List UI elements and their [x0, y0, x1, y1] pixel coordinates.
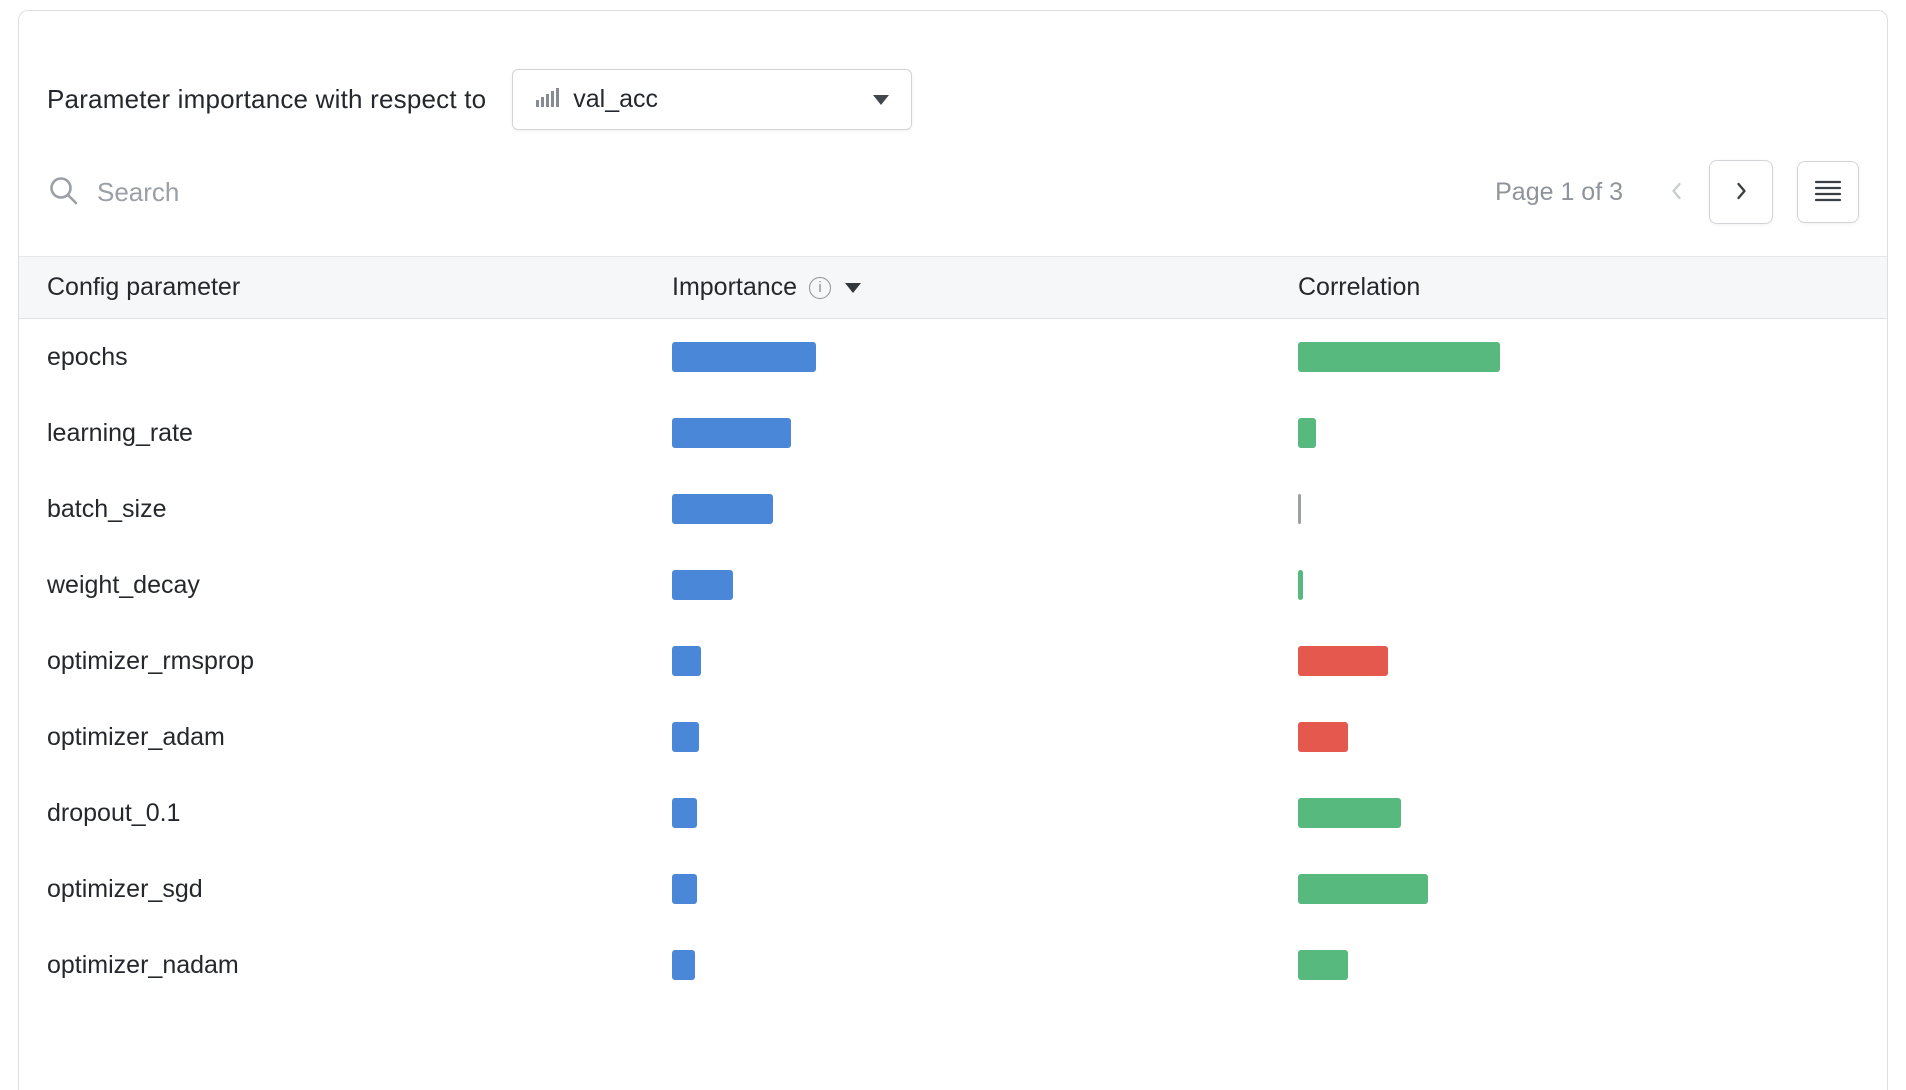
importance-cell [672, 570, 1298, 600]
sort-desc-icon[interactable] [845, 282, 862, 293]
metric-selector[interactable]: val_acc [512, 69, 913, 130]
column-importance: Importance [672, 273, 1298, 302]
table-row[interactable]: weight_decay [19, 547, 1887, 623]
column-config-parameter-label: Config parameter [47, 273, 241, 301]
correlation-bar [1298, 722, 1349, 752]
correlation-bar [1298, 874, 1428, 904]
pagination-label: Page 1 of 3 [1495, 177, 1623, 206]
next-page-button[interactable] [1709, 160, 1773, 224]
table-body: epochs learning_rate batch_size weight_d… [19, 319, 1887, 1003]
importance-bar [672, 570, 734, 600]
pagination-controls [1645, 160, 1773, 224]
chevron-right-icon [1730, 180, 1752, 205]
search-box [47, 174, 1495, 211]
table-row[interactable]: epochs [19, 319, 1887, 395]
correlation-cell [1298, 722, 1859, 752]
correlation-cell [1298, 418, 1859, 448]
correlation-cell [1298, 570, 1859, 600]
panel-header: Parameter importance with respect to val… [19, 11, 1887, 224]
column-correlation: Correlation [1298, 273, 1859, 302]
parameter-name: optimizer_nadam [47, 950, 239, 979]
importance-bar [672, 418, 791, 448]
importance-cell [672, 874, 1298, 904]
chevron-left-icon [1666, 180, 1688, 205]
correlation-cell [1298, 494, 1859, 524]
title-row: Parameter importance with respect to val… [47, 69, 1859, 130]
importance-bar [672, 722, 699, 752]
bar-chart-icon [535, 85, 560, 114]
importance-cell [672, 494, 1298, 524]
table-row[interactable]: batch_size [19, 471, 1887, 547]
prev-page-button[interactable] [1645, 160, 1709, 224]
correlation-cell [1298, 342, 1859, 372]
correlation-cell [1298, 874, 1859, 904]
parameter-name: weight_decay [47, 570, 200, 599]
parameter-name: learning_rate [47, 418, 193, 447]
metric-selector-value: val_acc [573, 85, 659, 113]
table-row[interactable]: optimizer_nadam [19, 927, 1887, 1003]
table-row[interactable]: optimizer_rmsprop [19, 623, 1887, 699]
correlation-cell [1298, 950, 1859, 980]
parameter-name: optimizer_rmsprop [47, 646, 255, 675]
importance-bar [672, 646, 701, 676]
table-row[interactable]: dropout_0.1 [19, 775, 1887, 851]
info-icon[interactable] [809, 276, 832, 299]
column-config-parameter: Config parameter [47, 273, 672, 302]
parameter-name: epochs [47, 342, 128, 371]
importance-bar [672, 950, 696, 980]
toolbar: Page 1 of 3 [47, 160, 1859, 224]
importance-cell [672, 418, 1298, 448]
importance-bar [672, 494, 773, 524]
column-correlation-label: Correlation [1298, 273, 1421, 301]
panel-title: Parameter importance with respect to [47, 84, 487, 114]
importance-cell [672, 646, 1298, 676]
parameter-importance-panel: Parameter importance with respect to val… [18, 10, 1888, 1090]
importance-bar [672, 798, 698, 828]
correlation-bar [1298, 646, 1388, 676]
parameter-name: optimizer_sgd [47, 874, 203, 903]
correlation-bar [1298, 950, 1349, 980]
correlation-bar [1298, 418, 1316, 448]
column-importance-label: Importance [672, 273, 798, 301]
parameter-name: batch_size [47, 494, 167, 523]
correlation-bar [1298, 342, 1500, 372]
correlation-bar [1298, 570, 1304, 600]
menu-icon [1814, 179, 1842, 206]
correlation-cell [1298, 646, 1859, 676]
table-header: Config parameter Importance Correlation [19, 256, 1887, 319]
search-input[interactable] [97, 176, 617, 208]
correlation-cell [1298, 798, 1859, 828]
correlation-bar [1298, 798, 1401, 828]
menu-button[interactable] [1797, 161, 1859, 223]
parameter-name: dropout_0.1 [47, 798, 181, 827]
table-row[interactable]: optimizer_sgd [19, 851, 1887, 927]
table-row[interactable]: learning_rate [19, 395, 1887, 471]
correlation-bar [1298, 494, 1301, 524]
chevron-down-icon [873, 94, 890, 105]
importance-cell [672, 798, 1298, 828]
search-icon [47, 174, 79, 211]
importance-cell [672, 950, 1298, 980]
parameter-name: optimizer_adam [47, 722, 225, 751]
importance-cell [672, 342, 1298, 372]
importance-bar [672, 342, 816, 372]
importance-bar [672, 874, 698, 904]
importance-cell [672, 722, 1298, 752]
table-row[interactable]: optimizer_adam [19, 699, 1887, 775]
